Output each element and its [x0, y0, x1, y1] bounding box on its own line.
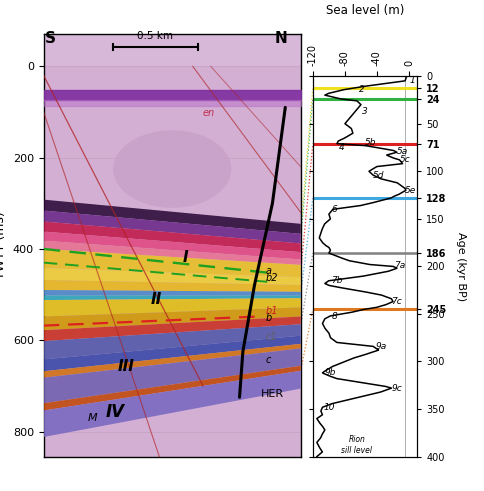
Text: 6: 6 [331, 205, 336, 214]
Polygon shape [44, 280, 300, 292]
Polygon shape [44, 317, 300, 341]
Polygon shape [44, 336, 300, 371]
Text: 4: 4 [339, 143, 344, 152]
Text: 7a: 7a [393, 261, 404, 270]
Polygon shape [44, 241, 300, 265]
Polygon shape [44, 268, 300, 285]
Polygon shape [44, 344, 300, 378]
Text: 9b: 9b [324, 368, 336, 378]
Polygon shape [44, 232, 300, 259]
Text: b2: b2 [265, 273, 277, 283]
Text: 7c: 7c [391, 297, 401, 306]
Polygon shape [44, 200, 300, 234]
Text: S: S [45, 30, 56, 46]
Text: 5b: 5b [364, 138, 376, 147]
Text: 5e: 5e [404, 186, 415, 195]
Title: Sea level (m): Sea level (m) [325, 4, 403, 17]
Text: 7b: 7b [331, 276, 342, 285]
Text: 9c: 9c [391, 383, 401, 393]
Polygon shape [44, 290, 300, 296]
Text: Rion
sill level: Rion sill level [341, 436, 372, 455]
Polygon shape [44, 221, 300, 252]
Polygon shape [44, 211, 300, 244]
Y-axis label: TWTT (ms): TWTT (ms) [0, 212, 7, 279]
Text: b1: b1 [265, 306, 277, 316]
Polygon shape [44, 371, 300, 437]
Text: 5a: 5a [396, 147, 408, 156]
Polygon shape [44, 366, 300, 410]
Text: HER: HER [260, 389, 284, 399]
Text: 1: 1 [408, 77, 414, 85]
Text: 9a: 9a [375, 342, 386, 351]
Text: I: I [182, 249, 187, 265]
Polygon shape [44, 296, 300, 300]
Text: c: c [265, 355, 270, 365]
Polygon shape [44, 249, 300, 277]
Text: 8: 8 [331, 312, 336, 321]
Polygon shape [44, 307, 300, 330]
Text: III: III [117, 359, 134, 374]
Text: 0.5 km: 0.5 km [137, 31, 173, 41]
Text: 2: 2 [359, 85, 364, 94]
Text: M: M [88, 413, 97, 423]
Text: II: II [151, 292, 162, 307]
Text: 10: 10 [322, 403, 334, 411]
Y-axis label: Age (kyr BP): Age (kyr BP) [455, 232, 465, 301]
Polygon shape [44, 349, 300, 403]
Text: N: N [274, 30, 287, 46]
Ellipse shape [113, 130, 231, 208]
Polygon shape [44, 298, 300, 317]
Polygon shape [44, 324, 300, 359]
Text: 5d: 5d [372, 170, 384, 180]
Text: en: en [203, 108, 215, 118]
Text: 5c: 5c [399, 155, 409, 164]
Text: IV: IV [106, 403, 125, 421]
Text: a: a [265, 266, 271, 276]
Text: b: b [265, 313, 271, 323]
Text: 3: 3 [361, 107, 367, 116]
Text: c1: c1 [265, 332, 276, 342]
